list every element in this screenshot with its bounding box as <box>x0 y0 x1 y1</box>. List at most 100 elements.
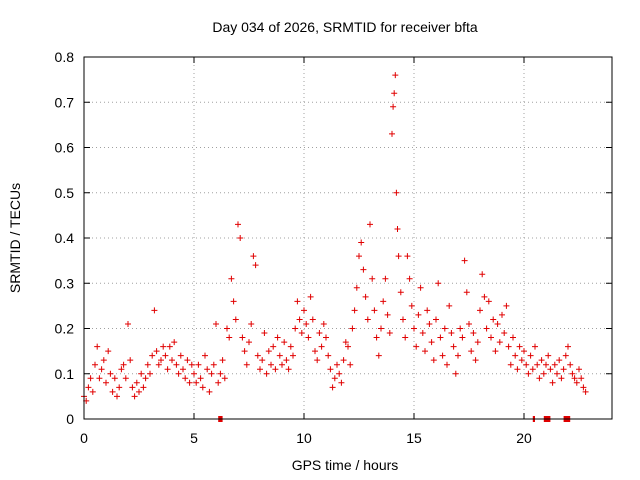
data-point <box>514 366 521 373</box>
data-point <box>127 357 134 364</box>
data-point <box>202 352 208 359</box>
data-point <box>94 343 101 350</box>
data-point <box>314 357 321 364</box>
data-point <box>545 352 552 359</box>
data-point <box>107 370 114 377</box>
data-point <box>270 343 277 350</box>
data-point <box>298 330 305 337</box>
data-point <box>96 375 103 382</box>
data-point <box>356 253 362 260</box>
data-point <box>540 370 547 377</box>
data-point <box>230 298 237 305</box>
data-point <box>316 330 323 337</box>
data-point <box>573 379 580 386</box>
x-axis-label: GPS time / hours <box>292 457 399 473</box>
data-point <box>133 379 140 386</box>
data-point <box>494 320 501 327</box>
data-point <box>296 316 303 323</box>
data-point <box>232 316 239 323</box>
data-point <box>100 357 107 364</box>
data-point <box>226 334 233 341</box>
data-point <box>444 361 450 368</box>
data-point <box>378 325 384 332</box>
x-tick-label: 10 <box>296 430 312 446</box>
data-point <box>503 302 510 309</box>
data-point <box>136 388 142 395</box>
data-point <box>404 253 411 260</box>
data-point <box>349 325 356 332</box>
data-point <box>138 370 145 377</box>
data-point <box>347 361 354 368</box>
data-point <box>367 221 373 228</box>
data-point <box>173 361 180 368</box>
data-point <box>261 330 268 337</box>
data-point <box>560 366 567 373</box>
data-point <box>430 357 437 364</box>
y-tick-label: 0.7 <box>55 94 75 110</box>
data-point <box>257 366 263 373</box>
data-point <box>206 388 213 395</box>
data-point <box>169 357 175 364</box>
data-point <box>510 334 516 341</box>
data-point <box>397 289 404 296</box>
data-point <box>485 298 492 305</box>
x-tick-label: 20 <box>516 430 532 446</box>
data-point <box>268 361 274 368</box>
data-point <box>448 330 455 337</box>
data-point <box>334 361 340 368</box>
data-point <box>217 370 224 377</box>
data-point <box>364 316 371 323</box>
data-point <box>309 316 316 323</box>
data-point <box>241 348 248 355</box>
data-point <box>450 343 457 350</box>
data-point <box>221 375 228 382</box>
data-point <box>149 352 156 359</box>
data-point <box>422 348 428 355</box>
data-point <box>204 366 211 373</box>
data-point <box>474 339 481 346</box>
data-point <box>263 370 270 377</box>
data-point <box>340 357 347 364</box>
data-point <box>164 366 171 373</box>
data-point <box>417 284 424 291</box>
data-points <box>81 72 589 422</box>
data-point <box>158 357 164 364</box>
data-point <box>215 379 222 386</box>
data-point <box>338 379 345 386</box>
data-point <box>384 311 391 318</box>
data-point <box>371 307 378 314</box>
data-point <box>428 339 435 346</box>
data-point <box>558 375 565 382</box>
data-point <box>375 352 382 359</box>
plot-frame <box>83 56 613 420</box>
data-point <box>534 361 541 368</box>
data-point <box>386 330 393 337</box>
data-point <box>265 348 272 355</box>
data-point <box>556 357 563 364</box>
data-point <box>325 352 332 359</box>
data-point <box>160 343 167 350</box>
data-point <box>516 343 523 350</box>
data-point <box>147 370 153 377</box>
data-point <box>243 361 250 368</box>
data-point <box>193 379 200 386</box>
data-point <box>235 221 241 228</box>
data-point <box>92 361 98 368</box>
data-point <box>87 375 94 382</box>
data-point <box>307 293 314 300</box>
data-point <box>155 361 162 368</box>
data-point <box>248 320 255 327</box>
data-point <box>569 370 576 377</box>
data-point <box>408 302 415 309</box>
data-point <box>571 375 578 382</box>
data-point <box>120 361 127 368</box>
data-point <box>459 334 466 341</box>
data-point <box>380 298 387 305</box>
data-point <box>402 334 409 341</box>
data-point <box>292 325 299 332</box>
data-point <box>224 325 230 332</box>
data-point <box>197 375 204 382</box>
data-point <box>98 366 105 373</box>
data-point <box>279 361 285 368</box>
data-point <box>208 370 215 377</box>
